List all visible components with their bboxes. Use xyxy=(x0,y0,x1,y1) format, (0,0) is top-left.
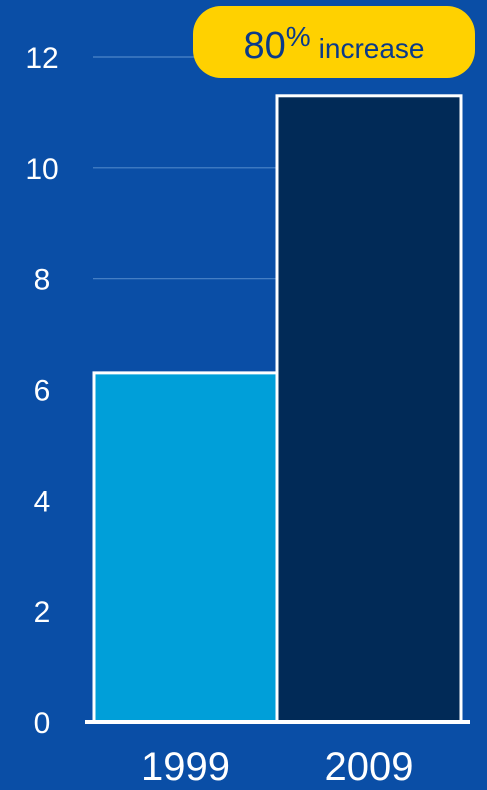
y-axis-tick-labels: 0 2 4 6 8 10 12 xyxy=(25,42,58,740)
y-tick-label-10: 10 xyxy=(25,153,58,186)
callout-label: increase xyxy=(319,33,425,64)
callout-text: 80% increase xyxy=(243,21,424,67)
increase-callout: 80% increase xyxy=(193,6,475,78)
callout-value: 80 xyxy=(243,25,285,67)
y-tick-label-8: 8 xyxy=(34,264,51,297)
bar-1999 xyxy=(92,371,279,724)
callout-pill xyxy=(193,6,475,78)
bar-2009 xyxy=(275,94,463,724)
y-tick-label-4: 4 xyxy=(34,485,51,518)
bars xyxy=(92,94,463,724)
callout-unit: % xyxy=(286,21,311,52)
x-category-label-2009: 2009 xyxy=(325,745,414,789)
y-tick-label-2: 2 xyxy=(34,596,51,629)
x-category-label-1999: 1999 xyxy=(141,745,230,789)
y-tick-label-6: 6 xyxy=(34,375,51,408)
y-tick-label-12: 12 xyxy=(25,42,58,75)
y-tick-label-0: 0 xyxy=(34,707,51,740)
x-axis-category-labels: 1999 2009 xyxy=(141,745,413,789)
